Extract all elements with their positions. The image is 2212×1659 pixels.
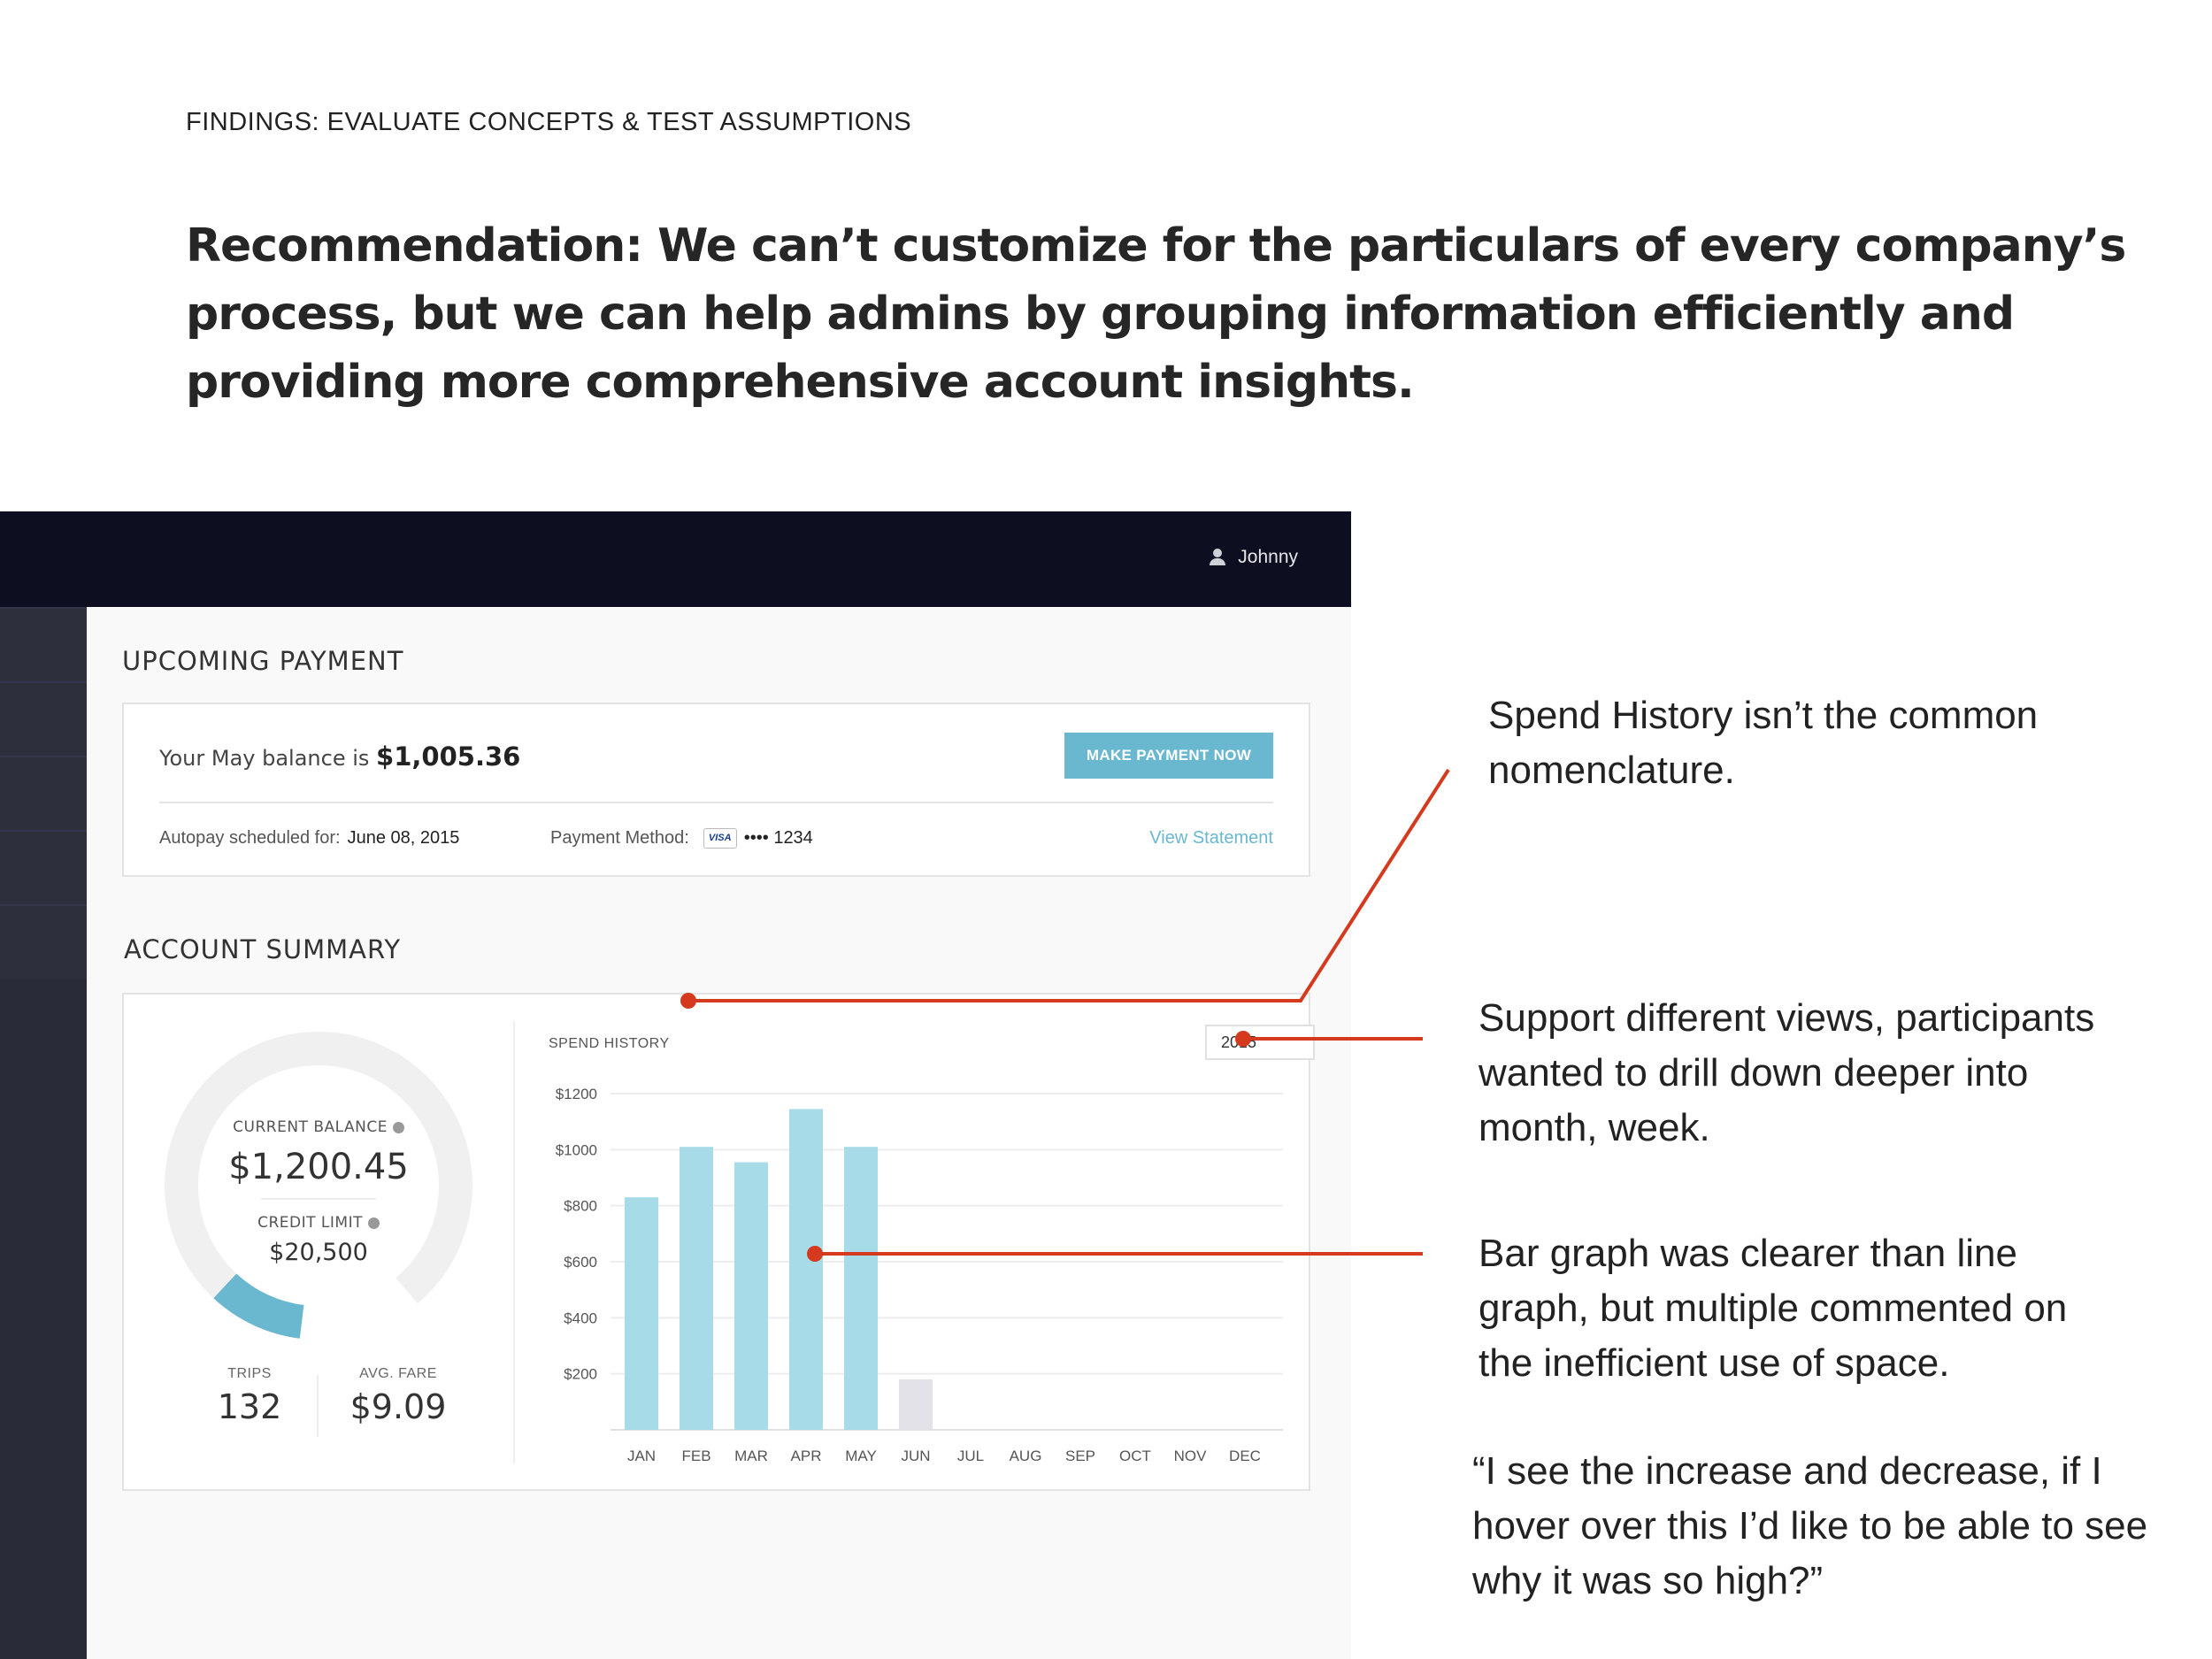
autopay-label: Autopay scheduled for: xyxy=(159,828,341,848)
payment-method-label: Payment Method: xyxy=(550,828,689,848)
balance-line: Your May balance is $1,005.36 xyxy=(159,741,520,772)
view-statement-link[interactable]: View Statement xyxy=(1149,828,1273,848)
chart-grid xyxy=(611,1093,1283,1431)
spend-history-chart: SPEND HISTORY $200 $400 $600 $800 $1000 $1200… xyxy=(549,1036,1283,1464)
year-select[interactable]: 2015 xyxy=(1205,1025,1315,1060)
app-screenshot: Johnny UPCOMING PAYMENT Your May balance… xyxy=(0,511,1351,1659)
user-icon xyxy=(1210,549,1226,566)
x-tick-label: MAY xyxy=(845,1448,877,1464)
current-balance-label: CURRENT BALANCE xyxy=(233,1118,388,1136)
credit-limit-label: CREDIT LIMIT xyxy=(257,1214,363,1232)
bar-jan[interactable] xyxy=(625,1197,658,1430)
slide-headline: Recommendation: We can’t customize for t… xyxy=(186,219,2126,409)
y-tick-label: $1200 xyxy=(556,1086,597,1102)
bar-feb[interactable] xyxy=(680,1147,713,1430)
credit-limit-value: $20,500 xyxy=(269,1239,368,1266)
annotation-note-views: Support different views, participants wa… xyxy=(1479,996,2095,1149)
divider xyxy=(159,802,1273,803)
stat-divider xyxy=(317,1375,319,1437)
x-tick-label: APR xyxy=(791,1448,822,1464)
balance-prefix: Your May balance is xyxy=(159,746,370,771)
x-tick-label: JUN xyxy=(901,1448,930,1464)
x-tick-label: NOV xyxy=(1174,1448,1208,1464)
slide-kicker: FINDINGS: EVALUATE CONCEPTS & TEST ASSUM… xyxy=(186,108,912,136)
info-icon[interactable] xyxy=(367,1217,380,1229)
visa-card-icon: VISA xyxy=(703,828,737,849)
upcoming-payment-title: UPCOMING PAYMENT xyxy=(122,646,404,676)
x-tick-label: JUL xyxy=(957,1448,984,1464)
annotation-note-quote: “I see the increase and decrease, if I h… xyxy=(1472,1449,2148,1602)
x-tick-label: FEB xyxy=(681,1448,710,1464)
avg-fare-label: AVG. FARE xyxy=(359,1366,437,1381)
balance-amount: $1,005.36 xyxy=(376,741,521,772)
payment-method-info: Payment Method: VISA •••• 1234 xyxy=(550,828,813,849)
chart-bars xyxy=(625,1109,933,1430)
x-tick-label: AUG xyxy=(1010,1448,1042,1464)
avg-fare-value: $9.09 xyxy=(349,1387,447,1426)
account-summary-card: CURRENT BALANCE $1,200.45 CREDIT LIMIT $… xyxy=(122,993,1315,1491)
y-tick-label: $200 xyxy=(564,1366,597,1383)
bar-mar[interactable] xyxy=(734,1162,768,1430)
y-tick-label: $400 xyxy=(564,1310,597,1326)
trips-label: TRIPS xyxy=(227,1366,272,1381)
user-menu[interactable]: Johnny xyxy=(1210,547,1298,568)
sidebar xyxy=(0,607,87,1659)
credit-limit-label-row: CREDIT LIMIT xyxy=(212,1214,425,1232)
x-tick-label: MAR xyxy=(734,1448,768,1464)
annotation-note-bar-graph: Bar graph was clearer than line graph, b… xyxy=(1479,1232,2068,1385)
chart-x-axis: JAN FEB MAR APR MAY JUN JUL AUG SEP OCT NOV DEC xyxy=(627,1448,1261,1464)
sidebar-item[interactable] xyxy=(0,681,87,756)
x-tick-label: JAN xyxy=(627,1448,656,1464)
y-tick-label: $1000 xyxy=(556,1141,597,1158)
current-balance-label-row: CURRENT BALANCE xyxy=(212,1118,425,1136)
x-tick-label: OCT xyxy=(1119,1448,1151,1464)
bar-may[interactable] xyxy=(844,1147,878,1430)
account-summary-title: ACCOUNT SUMMARY xyxy=(124,934,402,964)
card-number: •••• 1234 xyxy=(743,828,813,848)
chart-title: SPEND HISTORY xyxy=(549,1036,670,1051)
sidebar-item[interactable] xyxy=(0,756,87,830)
user-name: Johnny xyxy=(1238,547,1298,567)
sidebar-item[interactable] xyxy=(0,830,87,904)
x-tick-label: SEP xyxy=(1065,1448,1095,1464)
bar-jun[interactable] xyxy=(899,1379,933,1430)
sidebar-item[interactable] xyxy=(0,607,87,681)
autopay-date: June 08, 2015 xyxy=(347,828,460,848)
bar-apr[interactable] xyxy=(789,1109,823,1430)
sidebar-item[interactable] xyxy=(0,904,87,979)
summary-divider xyxy=(513,1021,515,1463)
main-panel: UPCOMING PAYMENT Your May balance is $1,… xyxy=(87,607,1351,1659)
make-payment-button[interactable]: MAKE PAYMENT NOW xyxy=(1064,733,1273,779)
y-tick-label: $600 xyxy=(564,1254,597,1271)
donut-track xyxy=(165,1032,472,1304)
chart-y-axis: $200 $400 $600 $800 $1000 $1200 xyxy=(556,1086,597,1383)
annotation-note-nomenclature: Spend History isn’t the common nomenclat… xyxy=(1488,694,2039,792)
upcoming-payment-card: Your May balance is $1,005.36 MAKE PAYME… xyxy=(122,703,1310,877)
current-balance-value: $1,200.45 xyxy=(228,1147,409,1187)
x-tick-label: DEC xyxy=(1229,1448,1261,1464)
autopay-info: Autopay scheduled for: June 08, 2015 xyxy=(159,828,459,849)
info-icon[interactable] xyxy=(392,1121,404,1133)
donut-fill xyxy=(213,1273,304,1339)
trips-value: 132 xyxy=(217,1387,282,1426)
credit-usage-donut xyxy=(165,1032,472,1339)
y-tick-label: $800 xyxy=(564,1198,597,1215)
top-nav-bar: Johnny xyxy=(0,511,1351,607)
